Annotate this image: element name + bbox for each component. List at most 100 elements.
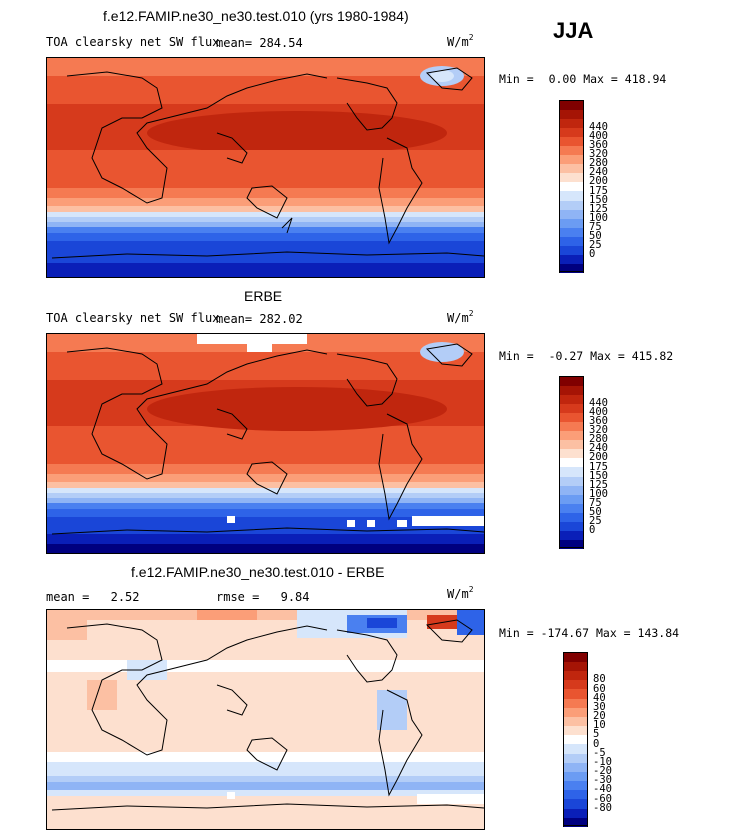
colorbar-segment bbox=[559, 448, 584, 459]
colorbar-tick-label: 440 bbox=[589, 121, 608, 134]
colorbar-segment bbox=[559, 100, 584, 110]
panel2-max-value: 415.82 bbox=[631, 349, 674, 363]
colorbar-tick-label: 320 bbox=[589, 148, 608, 161]
colorbar-segment bbox=[559, 529, 584, 540]
colorbar-tick-label: 20 bbox=[593, 710, 606, 723]
colorbar-segment bbox=[563, 697, 588, 708]
colorbar-segment bbox=[559, 511, 584, 522]
panel2-max-label: Max = bbox=[590, 349, 625, 363]
panel3-units-exp: 2 bbox=[468, 585, 474, 594]
colorbar-segment bbox=[563, 679, 588, 690]
colorbar-segment bbox=[563, 798, 588, 809]
panel2-title: ERBE bbox=[244, 288, 283, 304]
panel1-mean-value: 284.54 bbox=[259, 36, 303, 50]
colorbar-segment bbox=[559, 466, 584, 477]
colorbar-tick-label: 100 bbox=[589, 211, 608, 224]
colorbar-segment bbox=[559, 109, 584, 120]
panel3-map bbox=[46, 609, 485, 830]
colorbar-tick-label: 150 bbox=[589, 469, 608, 482]
colorbar-segment bbox=[559, 439, 584, 450]
colorbar-segment bbox=[563, 743, 588, 754]
colorbar-tick-label: 0 bbox=[593, 737, 600, 750]
colorbar-tick-label: 75 bbox=[589, 496, 602, 509]
panel3-units: W/m2 bbox=[447, 585, 474, 601]
colorbar-segment bbox=[559, 226, 584, 237]
colorbar-tick-label: 240 bbox=[589, 166, 608, 179]
panel3-mean-label: mean = bbox=[46, 590, 90, 604]
panel2-colorbar: 440 400 360 320 280 240 200 175 150 125 100 75 50 25 0 bbox=[559, 376, 639, 549]
panel3-rmse: rmse = 9.84 bbox=[216, 590, 310, 604]
panel3-max-label: Max = bbox=[595, 626, 631, 640]
panel1-minmax: Min = 0.00 Max = 418.94 bbox=[499, 72, 666, 86]
colorbar-tick-label: 75 bbox=[589, 220, 602, 233]
colorbar-segment bbox=[559, 235, 584, 246]
panel1-units-base: W/m bbox=[447, 35, 469, 49]
colorbar-segment bbox=[563, 752, 588, 763]
colorbar-segment bbox=[559, 208, 584, 219]
colorbar-segment bbox=[559, 484, 584, 495]
colorbar-segment bbox=[559, 262, 584, 273]
colorbar-tick-label: 200 bbox=[589, 175, 608, 188]
colorbar-segment bbox=[563, 771, 588, 782]
panel2-minmax: Min = -0.27 Max = 415.82 bbox=[499, 349, 673, 363]
colorbar-tick-label: 125 bbox=[589, 478, 608, 491]
colorbar-segment bbox=[559, 457, 584, 468]
colorbar-segment bbox=[559, 253, 584, 264]
colorbar-segment bbox=[559, 520, 584, 531]
season-label: JJA bbox=[553, 18, 594, 43]
colorbar-tick-label: -40 bbox=[593, 783, 612, 796]
panel2-map-svg bbox=[47, 334, 484, 553]
colorbar-segment bbox=[559, 493, 584, 504]
colorbar-segment bbox=[559, 217, 584, 228]
colorbar-segment bbox=[559, 502, 584, 513]
colorbar-tick-label: 360 bbox=[589, 139, 608, 152]
colorbar-segment bbox=[559, 244, 584, 255]
colorbar-segment bbox=[559, 538, 584, 549]
colorbar-segment bbox=[559, 385, 584, 396]
colorbar-tick-label: 175 bbox=[589, 184, 608, 197]
colorbar-segment bbox=[563, 807, 588, 818]
colorbar-tick-label: 175 bbox=[589, 460, 608, 473]
colorbar-segment bbox=[559, 376, 584, 386]
colorbar-segment bbox=[563, 652, 588, 662]
panel2-units-exp: 2 bbox=[468, 309, 474, 318]
colorbar-tick-label: 200 bbox=[589, 451, 608, 464]
colorbar-tick-label: -10 bbox=[593, 755, 612, 768]
panel3-rmse-value: 9.84 bbox=[280, 590, 310, 604]
colorbar-segment bbox=[559, 163, 584, 174]
colorbar-tick-label: 400 bbox=[589, 406, 608, 419]
colorbar-segment bbox=[559, 154, 584, 165]
colorbar-tick-label: 50 bbox=[589, 229, 602, 242]
panel3-mean-value: 2.52 bbox=[110, 590, 140, 604]
colorbar-tick-label: 440 bbox=[589, 397, 608, 410]
panel3-max-value: 143.84 bbox=[637, 626, 680, 640]
panel3-min-value: -174.67 bbox=[540, 626, 590, 640]
colorbar-tick-label: -80 bbox=[593, 801, 612, 814]
colorbar-segment bbox=[563, 734, 588, 745]
panel1-variable: TOA clearsky net SW flux bbox=[46, 35, 220, 49]
colorbar-segment bbox=[559, 145, 584, 156]
panel1-mean-label: mean= bbox=[216, 36, 253, 50]
panel1-max-value: 418.94 bbox=[624, 72, 667, 86]
panel1-title: f.e12.FAMIP.ne30_ne30.test.010 (yrs 1980… bbox=[103, 8, 409, 24]
colorbar-tick-label: -30 bbox=[593, 774, 612, 787]
panel3-rmse-label: rmse = bbox=[216, 590, 260, 604]
colorbar-tick-label: -5 bbox=[593, 746, 606, 759]
colorbar-tick-label: -60 bbox=[593, 792, 612, 805]
colorbar-tick-label: 50 bbox=[589, 505, 602, 518]
colorbar-tick-label: 10 bbox=[593, 719, 606, 732]
colorbar-segment bbox=[563, 789, 588, 800]
colorbar-tick-label: 5 bbox=[593, 728, 600, 741]
colorbar-tick-label: 240 bbox=[589, 442, 608, 455]
panel2-mean-label: mean= bbox=[216, 312, 253, 326]
colorbar-segment bbox=[559, 421, 584, 432]
colorbar-segment bbox=[559, 475, 584, 486]
colorbar-tick-label: -20 bbox=[593, 765, 612, 778]
colorbar-segment bbox=[563, 780, 588, 791]
colorbar-tick-label: 0 bbox=[589, 247, 596, 260]
colorbar-tick-label: 40 bbox=[593, 691, 606, 704]
colorbar-segment bbox=[559, 190, 584, 201]
colorbar-segment bbox=[559, 394, 584, 405]
panel1-max-label: Max = bbox=[583, 72, 618, 86]
panel1-units: W/m2 bbox=[447, 33, 474, 49]
